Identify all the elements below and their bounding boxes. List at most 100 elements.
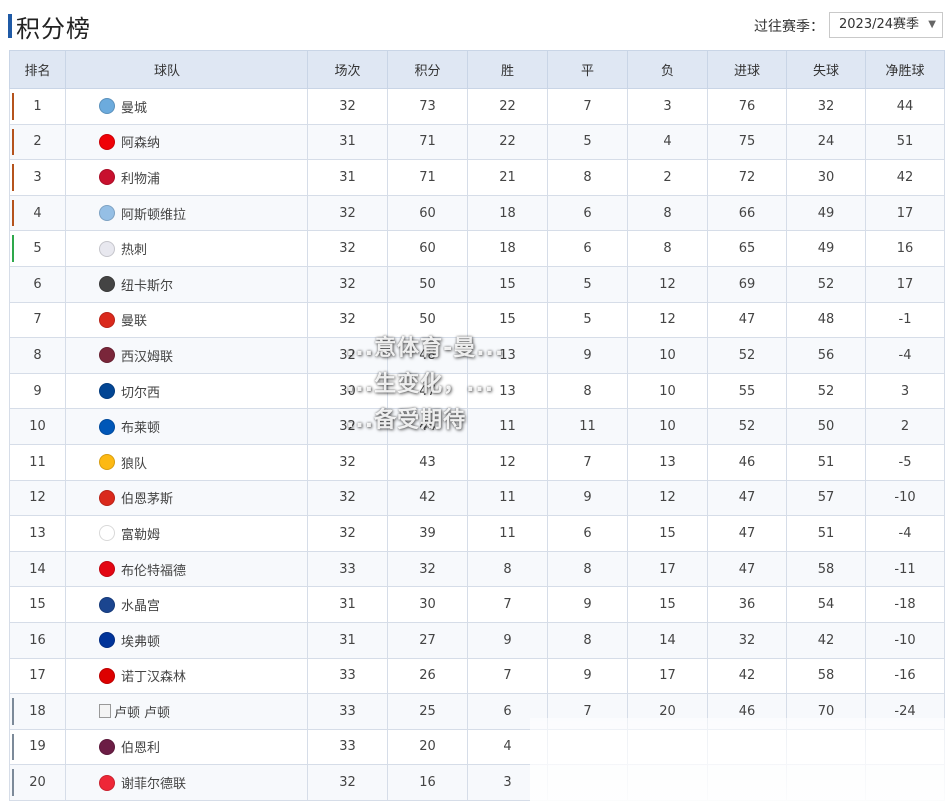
team-cell[interactable]: 水晶宫 <box>65 586 308 623</box>
team-name[interactable]: 阿森纳 <box>121 136 161 152</box>
team-cell[interactable]: 卢顿 卢顿 <box>65 693 308 730</box>
team-cell[interactable]: 布莱顿 <box>65 408 308 445</box>
points-cell: 25 <box>387 693 468 730</box>
team-name[interactable]: 伯恩利 <box>121 741 161 757</box>
team-cell[interactable]: 利物浦 <box>65 159 308 196</box>
table-row[interactable]: 5 热刺 32 60 18 6 8 65 49 16 <box>9 230 945 267</box>
played-cell: 31 <box>307 159 388 196</box>
team-cell[interactable]: 布伦特福德 <box>65 550 308 588</box>
rank-cell: 7 <box>9 301 66 339</box>
team-crest-icon <box>99 418 115 435</box>
team-cell[interactable]: 诺丁汉森林 <box>65 657 308 695</box>
rank-cell: 11 <box>9 443 66 481</box>
team-wrap: 伯恩利 <box>99 737 307 756</box>
goals-against-cell: 24 <box>786 123 866 161</box>
goals-against-cell: 58 <box>786 550 866 588</box>
table-row[interactable]: 6 纽卡斯尔 32 50 15 5 12 69 52 17 <box>9 265 945 303</box>
team-crest-icon <box>99 525 115 542</box>
table-row[interactable]: 1 曼城 32 73 22 7 3 76 32 44 <box>9 88 945 125</box>
table-row[interactable]: 7 曼联 32 50 15 5 12 47 48 -1 <box>9 301 945 339</box>
draws-cell: 6 <box>547 194 628 232</box>
losses-cell: 3 <box>627 88 708 125</box>
team-name[interactable]: 西汉姆联 <box>121 349 174 365</box>
points-cell: 39 <box>387 515 468 552</box>
team-name[interactable]: 切尔西 <box>121 385 161 401</box>
team-cell[interactable]: 狼队 <box>65 443 308 481</box>
goals-against-cell: 51 <box>786 443 866 481</box>
season-select[interactable]: 2023/24赛季 ▼ <box>829 12 943 38</box>
table-row[interactable]: 4 阿斯顿维拉 32 60 18 6 8 66 49 17 <box>9 194 945 232</box>
wins-cell: 22 <box>467 88 548 125</box>
table-row[interactable]: 16 埃弗顿 31 27 9 8 14 32 42 -10 <box>9 621 945 659</box>
team-crest-icon <box>99 667 115 684</box>
team-name[interactable]: 曼联 <box>121 314 148 330</box>
team-cell[interactable]: 伯恩利 <box>65 728 308 766</box>
table-row[interactable]: 14 布伦特福德 33 32 8 8 17 47 58 -11 <box>9 550 945 588</box>
played-cell: 32 <box>307 88 388 125</box>
table-row[interactable]: 3 利物浦 31 71 21 8 2 72 30 42 <box>9 159 945 196</box>
team-name[interactable]: 布莱顿 <box>121 421 161 437</box>
team-name[interactable]: 利物浦 <box>121 171 161 187</box>
team-name[interactable]: 埃弗顿 <box>121 634 161 650</box>
rank-cell: 5 <box>9 230 66 267</box>
played-cell: 32 <box>307 301 388 339</box>
team-name[interactable]: 水晶宫 <box>121 599 161 615</box>
team-wrap: 伯恩茅斯 <box>99 488 307 507</box>
table-row[interactable]: 17 诺丁汉森林 33 26 7 9 17 42 58 -16 <box>9 657 945 695</box>
team-name[interactable]: 富勒姆 <box>121 527 161 543</box>
title-accent-bar <box>8 14 12 38</box>
goal-difference-cell: -16 <box>865 657 945 695</box>
zone-marker <box>12 235 14 262</box>
goals-against-cell: 58 <box>786 657 866 695</box>
rank-value: 6 <box>33 276 42 292</box>
goals-against-cell: 48 <box>786 301 866 339</box>
team-name[interactable]: 曼城 <box>121 100 148 116</box>
team-name[interactable]: 诺丁汉森林 <box>121 670 187 686</box>
team-cell[interactable]: 纽卡斯尔 <box>65 265 308 303</box>
rank-value: 14 <box>29 561 46 577</box>
team-name[interactable]: 卢顿 <box>144 705 171 721</box>
team-name[interactable]: 布伦特福德 <box>121 563 187 579</box>
table-row[interactable]: 10 布莱顿 32 44 11 11 10 52 50 2 <box>9 408 945 445</box>
table-row[interactable]: 11 狼队 32 43 12 7 13 46 51 -5 <box>9 443 945 481</box>
points-cell: 73 <box>387 88 468 125</box>
team-cell[interactable]: 西汉姆联 <box>65 337 308 374</box>
team-name[interactable]: 热刺 <box>121 243 148 259</box>
team-name[interactable]: 谢菲尔德联 <box>121 777 187 793</box>
losses-cell: 10 <box>627 337 708 374</box>
table-row[interactable]: 2 阿森纳 31 71 22 5 4 75 24 51 <box>9 123 945 161</box>
team-cell[interactable]: 阿斯顿维拉 <box>65 194 308 232</box>
team-cell[interactable]: 热刺 <box>65 230 308 267</box>
column-header-goals-for: 进球 <box>707 50 787 89</box>
team-wrap: 埃弗顿 <box>99 631 307 650</box>
team-cell[interactable]: 阿森纳 <box>65 123 308 161</box>
goals-against-cell: 32 <box>786 88 866 125</box>
chevron-down-icon: ▼ <box>928 19 936 30</box>
rank-value: 20 <box>29 775 46 791</box>
team-name[interactable]: 纽卡斯尔 <box>121 278 174 294</box>
played-cell: 31 <box>307 621 388 659</box>
rank-value: 7 <box>33 312 42 328</box>
team-name[interactable]: 阿斯顿维拉 <box>121 207 187 223</box>
team-cell[interactable]: 曼联 <box>65 301 308 339</box>
table-row[interactable]: 15 水晶宫 31 30 7 9 15 36 54 -18 <box>9 586 945 623</box>
points-cell: 16 <box>387 764 468 801</box>
team-cell[interactable]: 埃弗顿 <box>65 621 308 659</box>
team-cell[interactable]: 伯恩茅斯 <box>65 479 308 517</box>
rank-cell: 14 <box>9 550 66 588</box>
goals-for-cell: 42 <box>707 657 787 695</box>
table-row[interactable]: 12 伯恩茅斯 32 42 11 9 12 47 57 -10 <box>9 479 945 517</box>
team-cell[interactable]: 富勒姆 <box>65 515 308 552</box>
team-cell[interactable]: 谢菲尔德联 <box>65 764 308 801</box>
rank-value: 17 <box>29 668 46 684</box>
losses-cell: 8 <box>627 194 708 232</box>
played-cell: 31 <box>307 586 388 623</box>
played-cell: 31 <box>307 123 388 161</box>
zone-marker <box>12 128 14 156</box>
season-label: 过往赛季： <box>754 19 824 35</box>
team-cell[interactable]: 切尔西 <box>65 372 308 410</box>
team-name[interactable]: 伯恩茅斯 <box>121 492 174 508</box>
team-name[interactable]: 狼队 <box>121 456 148 472</box>
team-cell[interactable]: 曼城 <box>65 88 308 125</box>
table-row[interactable]: 13 富勒姆 32 39 11 6 15 47 51 -4 <box>9 515 945 552</box>
